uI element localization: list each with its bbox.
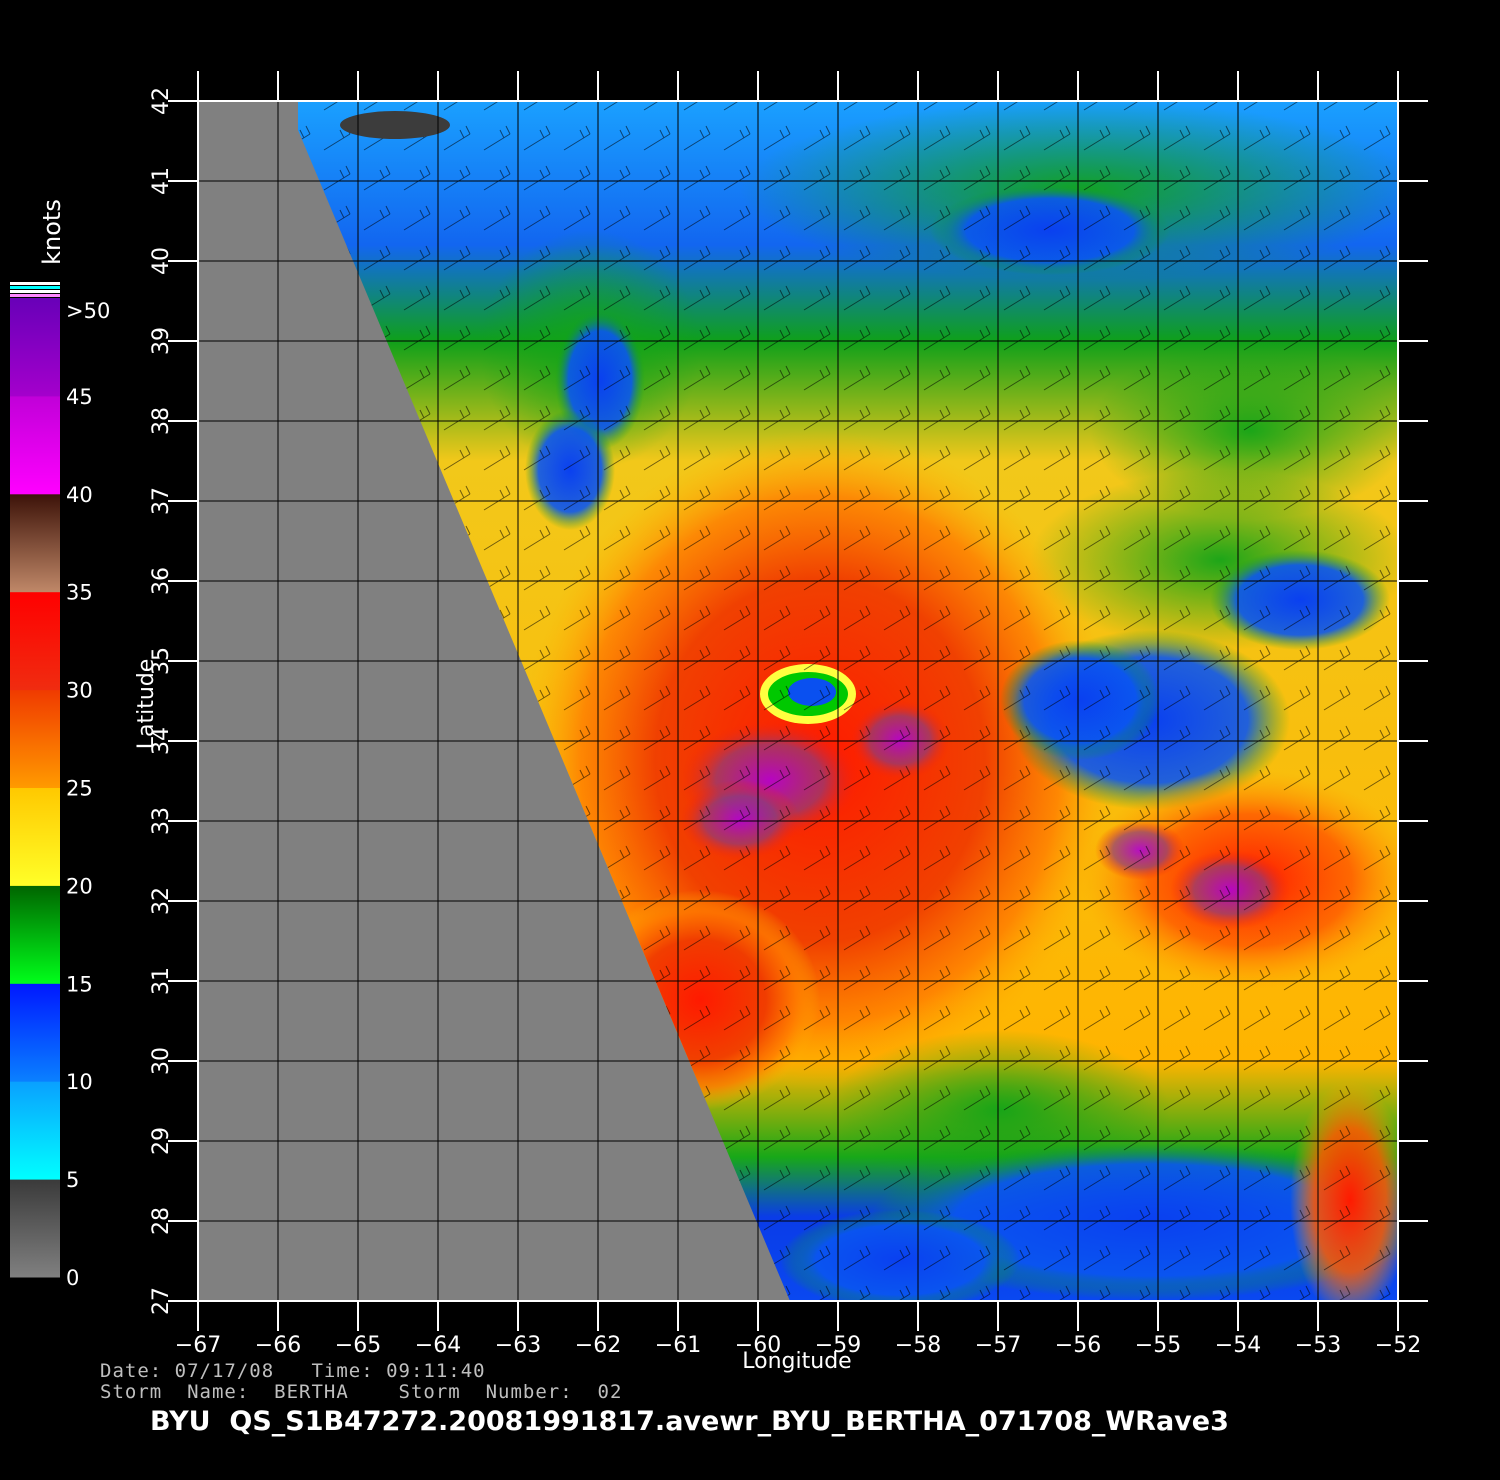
lon-tick-label: −60 [735,1333,781,1358]
longitude-tick-labels: −67 −66 −65 −64 −63 −62 −61 −60 −59 −58 −57 −56 −55 −… [175,1333,1421,1358]
lat-tick-label: 31 [149,967,174,995]
colorbar-labels: >50 45 40 35 30 25 20 15 10 5 0 [66,299,110,1290]
lon-tick-label: −57 [975,1333,1021,1358]
lat-tick-label: 39 [149,327,174,355]
plot-frame [197,100,1399,1302]
colorbar-band [10,1081,60,1180]
lon-tick-label: −66 [255,1333,301,1358]
colorbar-band [10,298,60,397]
colorbar-label: 10 [66,1070,93,1094]
lon-tick-label: −56 [1055,1333,1101,1358]
colorbar-label: >50 [66,299,110,323]
storm-info-line: Storm Name: BERTHA Storm Number: 02 [100,1381,623,1403]
lat-tick-label: 35 [149,647,174,675]
colorbar [10,282,60,1278]
colorbar-band [10,787,60,886]
lon-tick-label: −62 [575,1333,621,1358]
lon-tick-label: −53 [1295,1333,1341,1358]
colorbar-band [10,493,60,593]
lon-tick-label: −67 [175,1333,221,1358]
colorbar-band [10,395,60,495]
colorbar-band [10,885,60,984]
lat-tick-label: 33 [149,807,174,835]
colorbar-label: 15 [66,972,93,996]
colorbar-label: 40 [66,483,93,507]
lat-tick-label: 37 [149,487,174,515]
x-axis-label: Longitude [742,1349,851,1374]
lat-tick-label: 38 [149,407,174,435]
lon-tick-label: −52 [1375,1333,1421,1358]
colorbar-label: 5 [66,1168,79,1192]
colorbar-label: 20 [66,874,93,898]
colorbar-band [10,1179,60,1278]
colorbar-band [10,689,60,788]
lat-tick-label: 27 [149,1287,174,1315]
swath [298,101,1398,1301]
colorbar-overflow-stripe [10,282,60,285]
lat-lon-grid [198,101,1398,1301]
colorbar-band [10,591,60,691]
latitude-tick-labels: 27 28 29 30 31 32 33 34 35 36 37 38 39 40 41 42 [149,87,174,1315]
lon-tick-label: −59 [815,1333,861,1358]
lat-tick-label: 32 [149,887,174,915]
colorbar-label: 25 [66,777,93,801]
lat-tick-label: 34 [149,727,174,755]
lon-tick-label: −61 [655,1333,701,1358]
lat-tick-label: 29 [149,1127,174,1155]
lat-tick-label: 30 [149,1047,174,1075]
colorbar-unit-label: knots [38,199,66,265]
lat-tick-label: 42 [149,87,174,115]
colorbar-overflow-stripe [10,286,60,289]
y-axis-label: Latitude [134,659,159,750]
lon-tick-label: −58 [895,1333,941,1358]
lat-tick-label: 36 [149,567,174,595]
colorbar-label: 35 [66,581,93,605]
lon-tick-label: −65 [335,1333,381,1358]
date-time-line: Date: 07/17/08 Time: 09:11:40 [100,1360,486,1382]
plot-area [198,101,1398,1301]
lat-tick-label: 40 [149,247,174,275]
colorbar-label: 30 [66,679,93,703]
lon-tick-label: −54 [1215,1333,1261,1358]
colorbar-label: 45 [66,385,93,409]
lon-tick-label: −63 [495,1333,541,1358]
colorbar-overflow-stripe [10,290,60,293]
lat-tick-label: 41 [149,167,174,195]
colorbar-label: 0 [66,1266,79,1290]
lat-tick-label: 28 [149,1207,174,1235]
lon-tick-label: −55 [1135,1333,1181,1358]
colorbar-band [10,983,60,1082]
axis-ticks [168,71,1428,1331]
file-title: BYU QS_S1B47272.20081991817.avewr_BYU_BE… [150,1406,1229,1437]
lon-tick-label: −64 [415,1333,461,1358]
colorbar-overflow-stripe [10,294,60,297]
